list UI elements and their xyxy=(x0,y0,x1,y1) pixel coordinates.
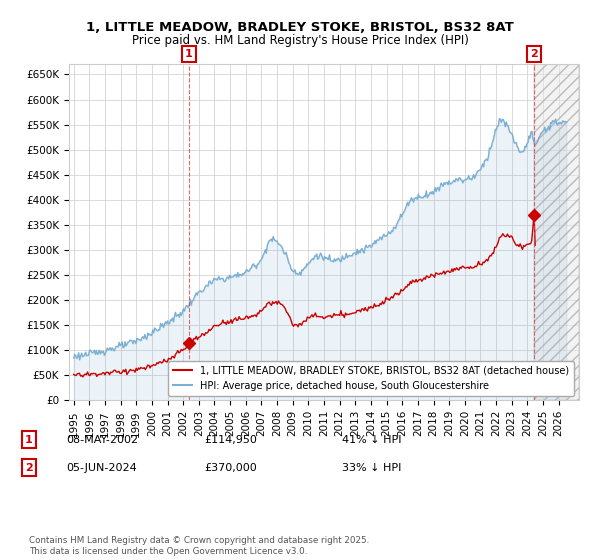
Text: 08-MAY-2002: 08-MAY-2002 xyxy=(66,435,138,445)
Text: 1, LITTLE MEADOW, BRADLEY STOKE, BRISTOL, BS32 8AT: 1, LITTLE MEADOW, BRADLEY STOKE, BRISTOL… xyxy=(86,21,514,34)
Text: 1: 1 xyxy=(25,435,32,445)
Bar xyxy=(534,64,579,400)
Legend: 1, LITTLE MEADOW, BRADLEY STOKE, BRISTOL, BS32 8AT (detached house), HPI: Averag: 1, LITTLE MEADOW, BRADLEY STOKE, BRISTOL… xyxy=(168,361,574,395)
Text: £370,000: £370,000 xyxy=(204,463,257,473)
Text: 41% ↓ HPI: 41% ↓ HPI xyxy=(342,435,401,445)
Text: 2: 2 xyxy=(530,49,538,59)
Bar xyxy=(534,64,579,400)
Text: Price paid vs. HM Land Registry's House Price Index (HPI): Price paid vs. HM Land Registry's House … xyxy=(131,34,469,46)
Text: 2: 2 xyxy=(25,463,32,473)
Text: 1: 1 xyxy=(185,49,193,59)
Text: £114,950: £114,950 xyxy=(204,435,257,445)
Text: 33% ↓ HPI: 33% ↓ HPI xyxy=(342,463,401,473)
Text: Contains HM Land Registry data © Crown copyright and database right 2025.
This d: Contains HM Land Registry data © Crown c… xyxy=(29,536,369,556)
Text: 05-JUN-2024: 05-JUN-2024 xyxy=(66,463,137,473)
